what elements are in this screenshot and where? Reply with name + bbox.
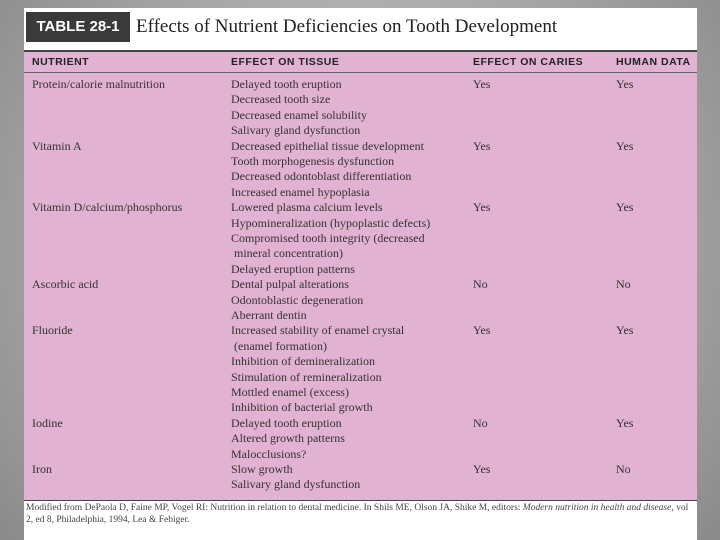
effect: Increased stability of enamel crystal xyxy=(231,323,405,338)
human-data: Yes xyxy=(616,138,634,153)
table-title: Effects of Nutrient Deficiencies on Toot… xyxy=(136,16,558,37)
effect: Salivary gland dysfunction xyxy=(231,477,361,492)
effect: Decreased odontoblast differentiation xyxy=(231,169,412,184)
effect: Delayed tooth eruption xyxy=(231,77,342,91)
effect: Stimulation of remineralization xyxy=(231,369,382,384)
effect: Malocclusions? xyxy=(231,446,307,461)
nutrient: Fluoride xyxy=(32,323,73,338)
column-header: HUMAN DATA xyxy=(616,56,691,68)
human-data: No xyxy=(616,277,631,292)
caries-effect: Yes xyxy=(473,462,491,476)
effect: Dental pulpal alterations xyxy=(231,277,349,292)
table-body xyxy=(24,50,697,501)
human-data: Yes xyxy=(616,77,634,91)
caries-effect: Yes xyxy=(473,323,491,338)
header-rule xyxy=(24,72,697,73)
effect: Decreased epithelial tissue development xyxy=(231,138,424,153)
nutrient: Iron xyxy=(32,462,52,476)
caries-effect: No xyxy=(473,277,488,292)
nutrient: Protein/calorie malnutrition xyxy=(32,77,165,91)
effect: Aberrant dentin xyxy=(231,308,307,322)
effect: Mottled enamel (excess) xyxy=(231,385,349,399)
effect: Inhibition of bacterial growth xyxy=(231,400,373,415)
table-card: TABLE 28-1 Effects of Nutrient Deficienc… xyxy=(24,8,697,540)
nutrient: Vitamin A xyxy=(32,138,82,153)
caries-effect: No xyxy=(473,415,488,430)
effect: Slow growth xyxy=(231,462,293,476)
effect: Increased enamel hypoplasia xyxy=(231,184,370,199)
effect: Inhibition of demineralization xyxy=(231,354,375,369)
effect: Decreased tooth size xyxy=(231,92,331,107)
footnote: Modified from DePaola D, Faine MP, Vogel… xyxy=(26,502,694,526)
effect: Tooth morphogenesis dysfunction xyxy=(231,154,395,168)
effect: mineral concentration) xyxy=(234,246,343,261)
footnote-text: Modified from DePaola D, Faine MP, Vogel… xyxy=(26,503,523,513)
column-header: EFFECT ON CARIES xyxy=(473,56,584,68)
effect: Delayed eruption patterns xyxy=(231,261,355,276)
footnote-text: , vol 2, ed 8, Philadelphia, 1994, Lea &… xyxy=(26,503,689,525)
effect: Compromised tooth integrity (decreased xyxy=(231,231,425,245)
effect: Odontoblastic degeneration xyxy=(231,292,364,307)
human-data: No xyxy=(616,462,631,476)
effect: (enamel formation) xyxy=(234,338,327,353)
caries-effect: Yes xyxy=(473,77,491,91)
human-data: Yes xyxy=(616,200,634,215)
column-header: NUTRIENT xyxy=(32,56,90,68)
effect: Salivary gland dysfunction xyxy=(231,123,361,138)
table-label: TABLE 28-1 xyxy=(26,12,130,42)
effect: Decreased enamel solubility xyxy=(231,107,367,122)
effect: Altered growth patterns xyxy=(231,431,345,446)
caries-effect: Yes xyxy=(473,138,491,153)
human-data: Yes xyxy=(616,323,634,338)
effect: Hypomineralization (hypoplastic defects) xyxy=(231,215,431,230)
effect: Lowered plasma calcium levels xyxy=(231,200,383,215)
column-header: EFFECT ON TISSUE xyxy=(231,56,340,68)
effect: Delayed tooth eruption xyxy=(231,415,342,430)
caries-effect: Yes xyxy=(473,200,491,215)
footnote-book: Modern nutrition in health and disease xyxy=(522,503,672,513)
nutrient: Iodine xyxy=(32,415,63,430)
nutrient: Vitamin D/calcium/phosphorus xyxy=(32,200,183,215)
nutrient: Ascorbic acid xyxy=(32,277,99,292)
human-data: Yes xyxy=(616,415,634,430)
